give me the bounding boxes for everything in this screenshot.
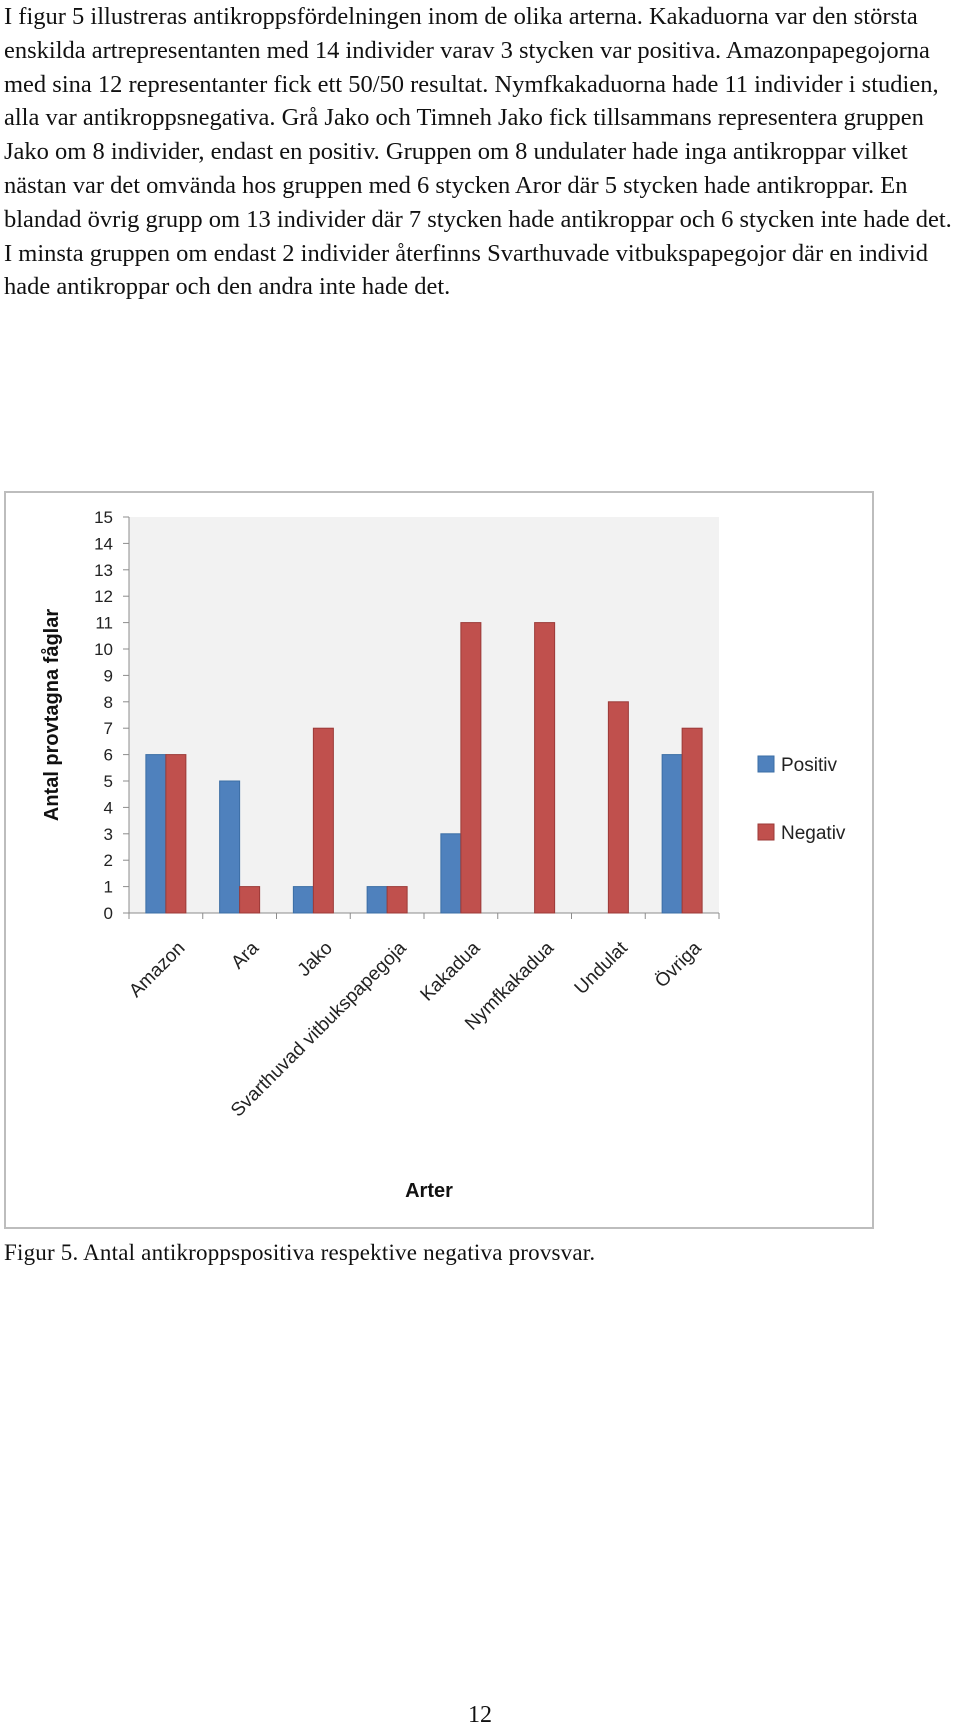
legend-label-positiv: Positiv xyxy=(781,755,837,776)
y-tick-label: 4 xyxy=(104,798,113,817)
legend-swatch-negativ xyxy=(757,823,775,841)
legend-label-negativ: Negativ xyxy=(781,823,846,844)
bar-negativ xyxy=(534,622,556,914)
x-axis-title: Arter xyxy=(405,1180,453,1202)
bar-positiv xyxy=(661,754,683,914)
y-axis-title: Antal provtagna fåglar xyxy=(40,609,63,821)
x-category-label: Kakadua xyxy=(417,937,485,1005)
plot-area-background xyxy=(129,517,719,913)
bar-positiv xyxy=(145,754,167,914)
bar-positiv xyxy=(440,833,462,914)
y-tick-label: 2 xyxy=(104,851,113,870)
y-tick-label: 12 xyxy=(94,587,113,606)
bar-negativ xyxy=(386,886,408,914)
y-tick-label: 0 xyxy=(104,904,113,923)
body-paragraph: I figur 5 illustreras antikroppsfördelni… xyxy=(4,3,952,301)
figure-caption: Figur 5. Antal antikroppspositiva respek… xyxy=(4,1240,596,1265)
y-tick-label: 5 xyxy=(104,772,113,791)
page-number: 12 xyxy=(468,1702,492,1728)
x-category-label: Ara xyxy=(227,937,263,973)
legend-swatch-positiv xyxy=(757,755,775,773)
bar-negativ xyxy=(312,727,334,914)
bar-negativ xyxy=(607,701,629,914)
y-tick-label: 15 xyxy=(94,508,113,527)
bar-negativ xyxy=(460,622,482,914)
y-tick-label: 8 xyxy=(104,693,113,712)
bar-negativ xyxy=(681,727,703,914)
bar-negativ xyxy=(239,886,261,914)
y-tick-label: 3 xyxy=(104,825,113,844)
y-tick-label: 10 xyxy=(94,640,113,659)
y-tick-label: 11 xyxy=(95,614,113,633)
y-tick-label: 1 xyxy=(104,878,113,897)
y-tick-label: 13 xyxy=(94,561,113,580)
y-tick-label: 9 xyxy=(104,666,113,685)
bar-positiv xyxy=(219,780,241,914)
x-category-label: Övriga xyxy=(651,937,706,992)
x-category-label: Undulat xyxy=(571,937,633,999)
bar-negativ xyxy=(165,754,187,914)
y-tick-label: 14 xyxy=(94,534,113,553)
bar-positiv xyxy=(292,886,314,914)
x-category-label: Amazon xyxy=(125,938,189,1002)
bar-positiv xyxy=(366,886,388,914)
y-tick-label: 7 xyxy=(104,719,113,738)
x-category-label: Jako xyxy=(294,938,337,981)
y-tick-label: 6 xyxy=(104,746,113,765)
